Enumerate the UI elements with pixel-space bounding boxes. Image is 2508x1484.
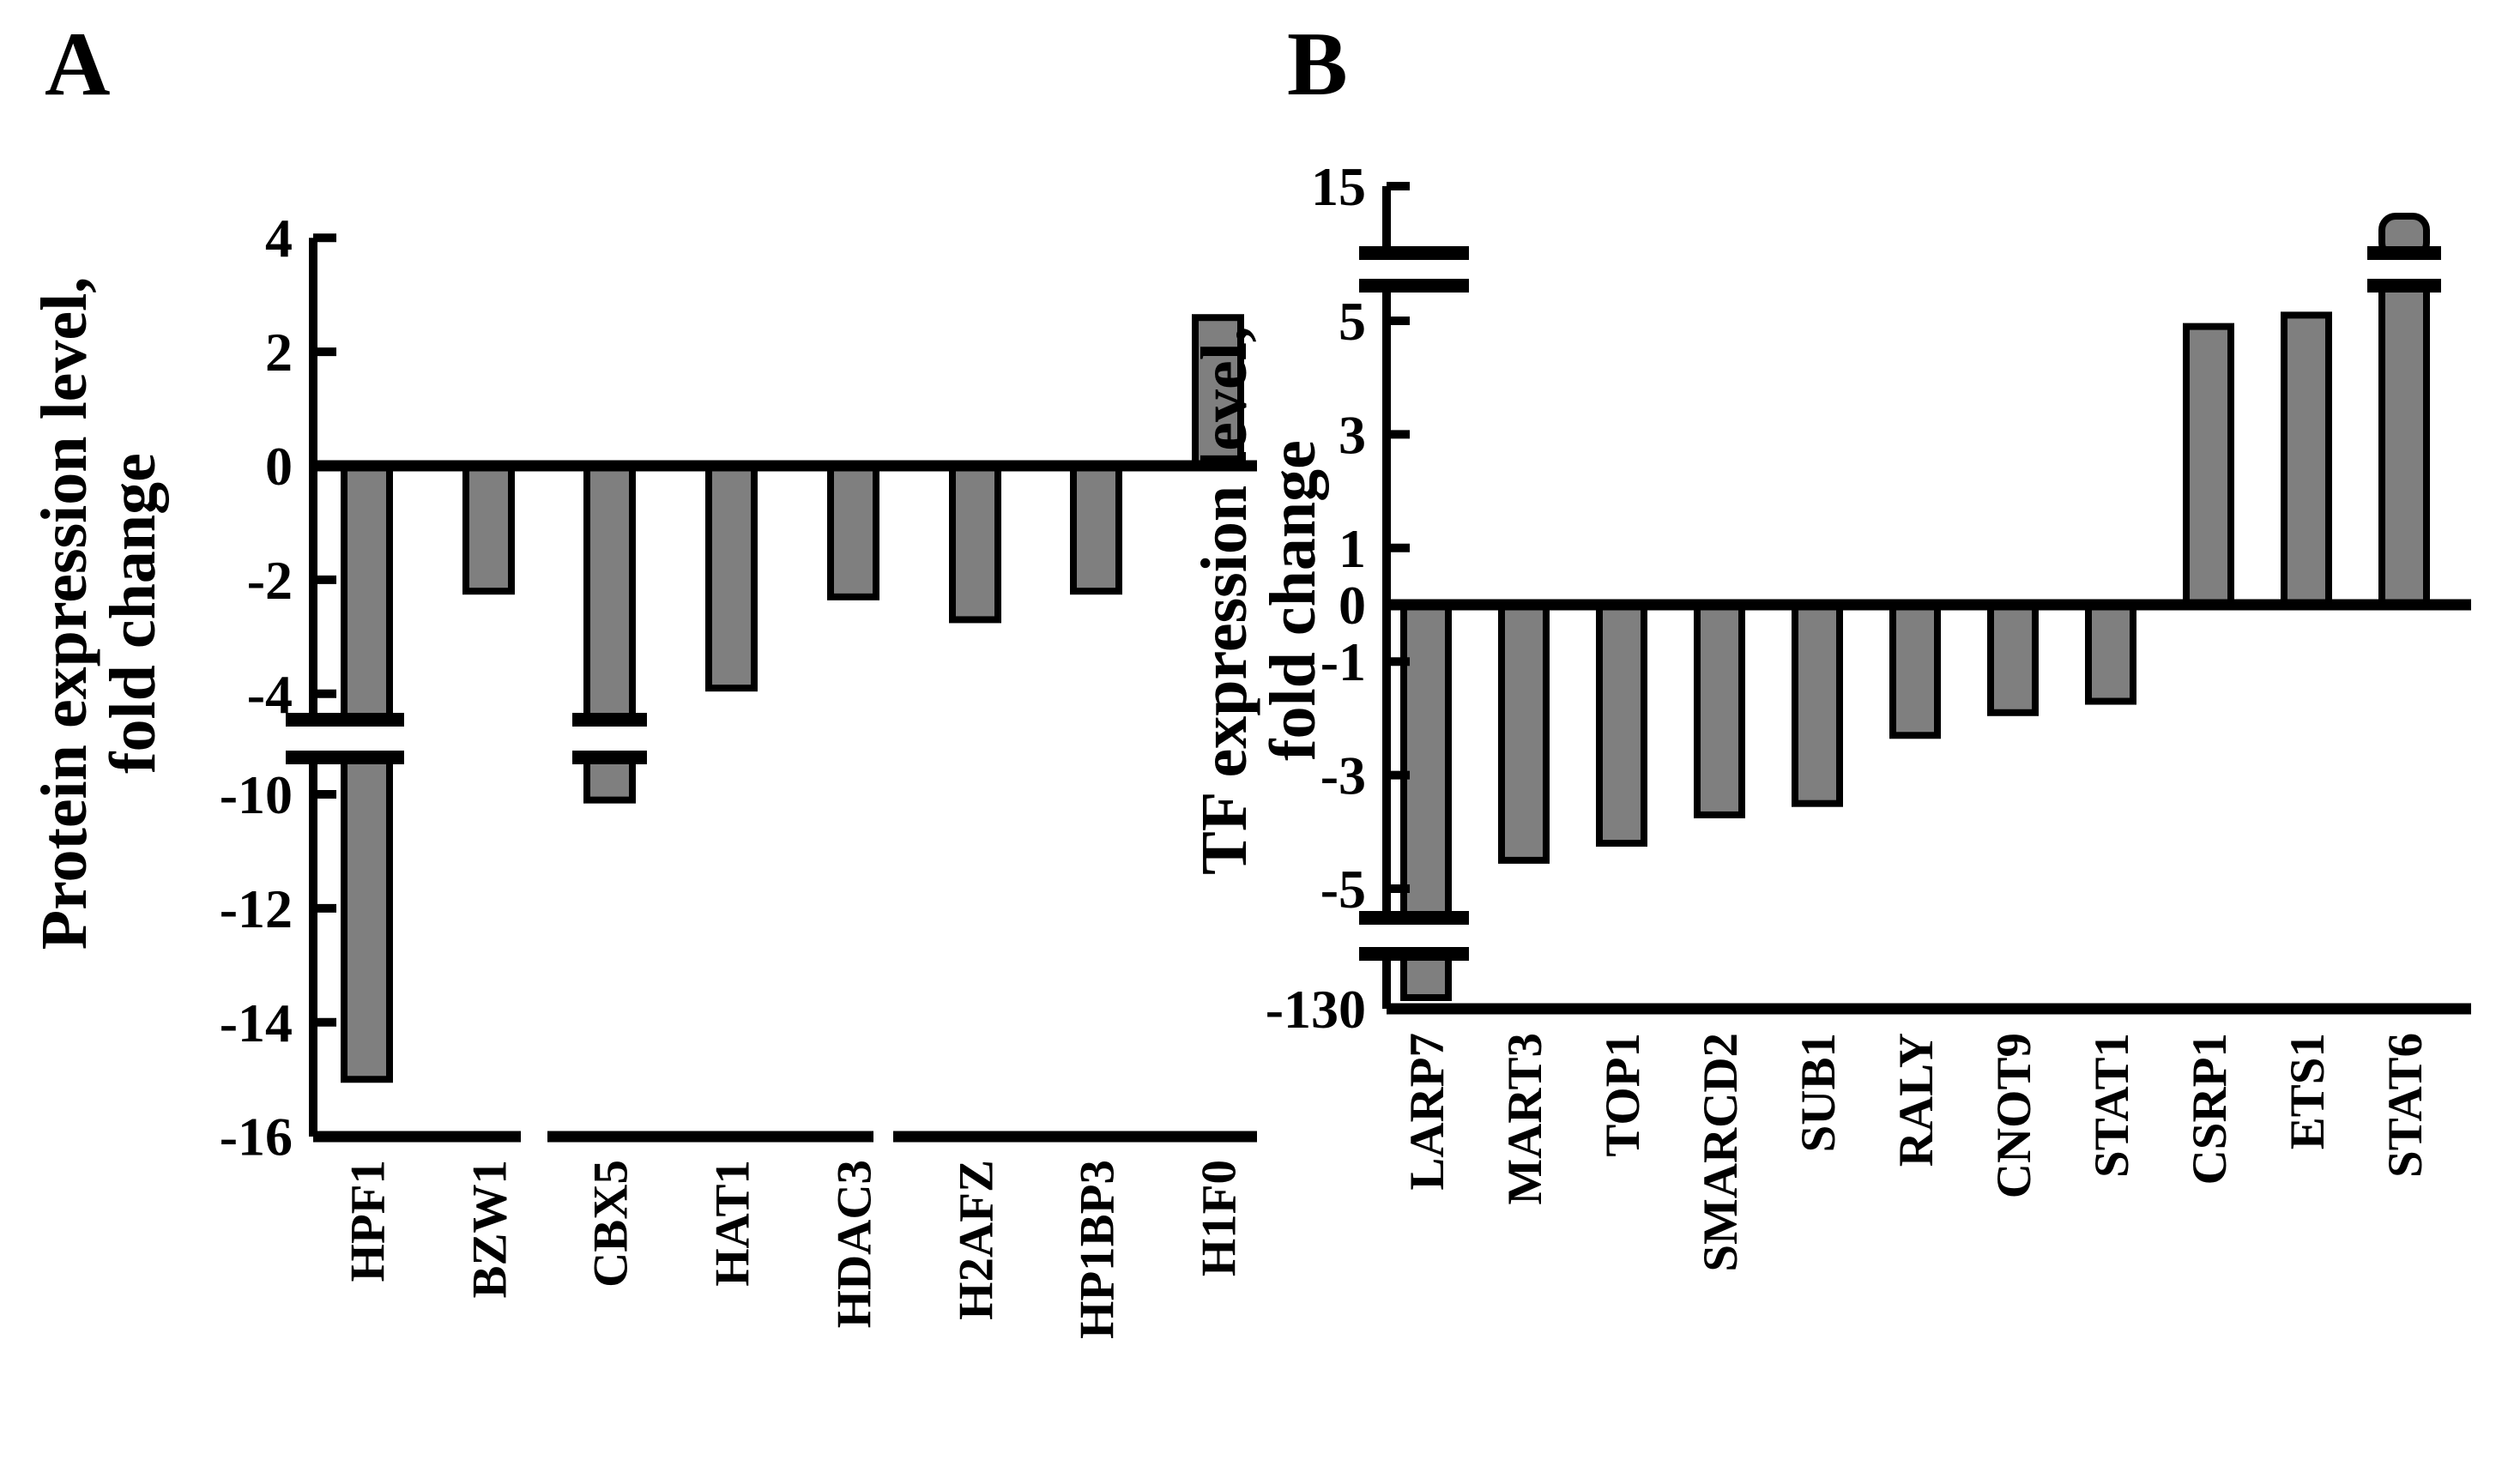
bar-HDAC3 xyxy=(827,462,879,600)
ytick-label-a--10: -10 xyxy=(220,764,293,825)
ytick-label-b--1: -1 xyxy=(1320,631,1366,692)
ytick-label-b-0: 0 xyxy=(1339,575,1366,636)
y-axis-title-b-line2: fold change xyxy=(1257,440,1329,761)
ytick-label-a--16: -16 xyxy=(220,1107,293,1167)
bar-HAT1 xyxy=(705,462,758,692)
category-label-HP1BP3: HP1BP3 xyxy=(1071,1160,1125,1339)
category-label-SUB1: SUB1 xyxy=(1792,1033,1846,1152)
ytick-label-b-1: 1 xyxy=(1339,518,1366,579)
category-label-H2AFZ: H2AFZ xyxy=(950,1160,1004,1320)
bar-HP1BP3 xyxy=(1070,462,1122,595)
category-label-RALY: RALY xyxy=(1889,1033,1943,1167)
category-label-HDAC3: HDAC3 xyxy=(828,1160,882,1328)
bar-STAT1 xyxy=(2085,601,2136,705)
category-label-STAT1: STAT1 xyxy=(2085,1033,2139,1178)
bar-CSRP1 xyxy=(2183,323,2234,608)
category-label-LARP7: LARP7 xyxy=(1400,1033,1454,1191)
bar-ETS1 xyxy=(2281,311,2332,608)
ytick-label-b--130: -130 xyxy=(1266,979,1366,1040)
y-axis-title-b-line1: TF expression level, xyxy=(1188,326,1260,875)
y-axis-title-a-line2: fold change xyxy=(97,453,169,774)
category-label-H1F0: H1F0 xyxy=(1193,1160,1247,1276)
bar-CBX5-break-mark xyxy=(572,751,647,764)
category-label-CBX5: CBX5 xyxy=(584,1160,638,1288)
y-axis-lower-break-mark-b xyxy=(1359,947,1469,961)
category-label-SMARCD2: SMARCD2 xyxy=(1694,1033,1748,1272)
panel-a-label: A xyxy=(45,14,111,114)
bar-CBX5-upper-segment xyxy=(583,462,636,725)
ytick-label-b-3: 3 xyxy=(1339,404,1366,465)
category-label-MART3: MART3 xyxy=(1498,1033,1552,1205)
bar-STAT6-break-mark xyxy=(2367,246,2441,260)
bar-BZW1 xyxy=(462,462,515,595)
bar-SUB1 xyxy=(1792,601,1843,807)
bar-HPF1-lower-segment xyxy=(341,755,393,1083)
ytick-label-a--12: -12 xyxy=(220,878,293,939)
ytick-label-a-0: 0 xyxy=(265,436,293,497)
bar-STAT6-main-segment xyxy=(2378,281,2430,608)
bar-CBX5-lower-segment xyxy=(583,755,636,804)
bar-SMARCD2 xyxy=(1694,601,1745,818)
category-label-STAT6: STAT6 xyxy=(2378,1033,2432,1178)
category-label-CNOT9: CNOT9 xyxy=(1987,1033,2041,1198)
bar-MART3 xyxy=(1498,601,1550,864)
y-axis-lower-break-mark-b xyxy=(1359,911,1469,925)
ytick-label-b--3: -3 xyxy=(1320,745,1366,806)
category-label-TOP1: TOP1 xyxy=(1596,1033,1650,1157)
ytick-label-b-15: 15 xyxy=(1311,156,1366,217)
bar-TOP1 xyxy=(1596,601,1647,848)
category-label-BZW1: BZW1 xyxy=(463,1160,517,1299)
ytick-label-b--5: -5 xyxy=(1320,859,1366,920)
ytick-label-b-5: 5 xyxy=(1339,291,1366,352)
ytick-label-a--4: -4 xyxy=(247,664,293,725)
y-axis-upper-break-mark-b xyxy=(1359,246,1469,260)
bar-HPF1-upper-segment xyxy=(341,462,393,725)
category-label-ETS1: ETS1 xyxy=(2281,1033,2335,1149)
bar-LARP7-upper-segment xyxy=(1400,601,1452,923)
ytick-label-a--2: -2 xyxy=(247,550,293,611)
category-label-HPF1: HPF1 xyxy=(341,1160,396,1282)
bar-RALY xyxy=(1889,601,1941,739)
bar-CBX5-break-mark xyxy=(572,713,647,727)
category-label-CSRP1: CSRP1 xyxy=(2183,1033,2237,1185)
bar-H2AFZ xyxy=(949,462,1001,624)
bar-CNOT9 xyxy=(1987,601,2039,716)
ytick-label-a--14: -14 xyxy=(220,992,293,1053)
y-axis-title-a-line1: Protein expression level, xyxy=(28,277,100,950)
y-axis-upper-break-mark-b xyxy=(1359,279,1469,293)
ytick-label-a-4: 4 xyxy=(265,208,293,268)
panel-b-label: B xyxy=(1287,14,1348,114)
bar-STAT6-break-mark xyxy=(2367,279,2441,293)
ytick-label-a-2: 2 xyxy=(265,322,293,383)
y-axis-break-mark-a xyxy=(286,713,396,727)
y-axis-break-mark-a xyxy=(286,751,396,764)
category-label-HAT1: HAT1 xyxy=(706,1160,760,1287)
